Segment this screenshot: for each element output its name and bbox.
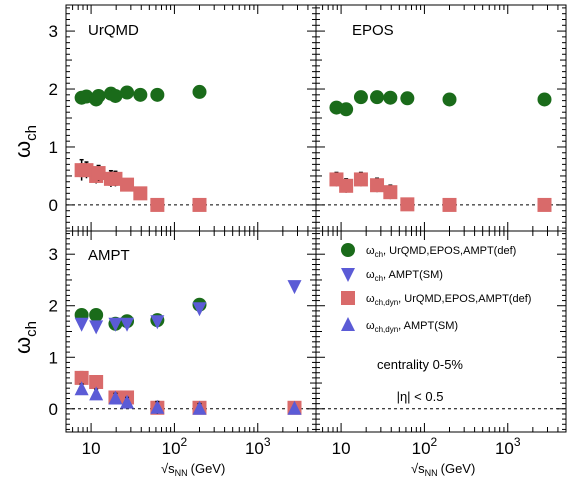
data-point-square	[108, 171, 123, 186]
y-axis-symbol-top: ω	[10, 141, 35, 158]
x-tick-label: 103	[245, 435, 271, 458]
data-point-triangle-up	[108, 390, 123, 405]
x-tick-label: 102	[162, 435, 188, 458]
legend-entry-label: ωch,dyn, AMPT(SM)	[366, 320, 458, 334]
data-point-triangle-up	[89, 386, 104, 401]
data-point-circle	[353, 90, 368, 105]
x-axis-unit-left: (GeV)	[191, 461, 226, 476]
data-point-square	[370, 178, 385, 193]
data-point-square	[91, 166, 106, 181]
data-point-circle	[108, 88, 123, 103]
x-axis-sqrt-right: √s	[411, 461, 425, 476]
y-axis-title-top: ωch	[10, 125, 40, 158]
data-point-triangle-down	[192, 302, 207, 317]
data-point-triangle-down	[108, 317, 123, 332]
data-point-square	[383, 185, 398, 200]
x-axis-sub-left: NN	[175, 468, 188, 478]
y-tick-label: 3	[49, 245, 58, 264]
x-tick-label: 10	[82, 439, 101, 458]
y-tick-label: 2	[49, 80, 58, 99]
data-point-triangle-down	[89, 320, 104, 335]
data-point-triangle-up	[287, 400, 302, 415]
legend-marker-triangle-up	[341, 317, 355, 331]
data-point-circle	[400, 91, 415, 106]
legend-marker-triangle-down	[341, 268, 355, 282]
legend-entry-label: ωch, UrQMD,EPOS,AMPT(def)	[366, 245, 516, 259]
y-tick-label: 0	[49, 196, 58, 215]
data-point-circle	[442, 92, 457, 107]
panel-label-ampt: AMPT	[88, 247, 130, 264]
data-point-circle	[120, 85, 135, 100]
data-point-triangle-up	[150, 399, 165, 414]
data-point-square	[537, 197, 552, 212]
data-point-square	[150, 197, 165, 212]
y-tick-label: 1	[49, 138, 58, 157]
x-tick-label: 102	[412, 435, 438, 458]
data-point-circle	[370, 90, 385, 105]
x-tick-label: 103	[495, 435, 521, 458]
y-axis-sub-bottom: ch	[23, 321, 40, 337]
legend-entry-label: ωch,dyn, UrQMD,EPOS,AMPT(def)	[366, 293, 531, 307]
data-point-square	[192, 197, 207, 212]
y-tick-label: 0	[49, 400, 58, 419]
legend-marker-square	[341, 291, 355, 305]
x-axis-sub-right: NN	[425, 468, 438, 478]
legend: ωch, UrQMD,EPOS,AMPT(def) ωch, AMPT(SM) ωc…	[341, 243, 531, 404]
data-point-square	[442, 197, 457, 212]
y-tick-label: 2	[49, 297, 58, 316]
data-point-triangle-down	[74, 317, 89, 332]
y-tick-label: 3	[49, 22, 58, 41]
panel-label-epos: EPOS	[352, 22, 394, 39]
y-axis-title-bottom: ωch	[10, 321, 40, 354]
data-point-circle	[89, 308, 104, 323]
data-point-triangle-up	[192, 400, 207, 415]
data-point-square	[353, 172, 368, 187]
centrality-note: centrality 0-5%	[377, 357, 463, 372]
x-tick-label: 10	[332, 439, 351, 458]
data-point-circle	[339, 102, 354, 117]
data-point-triangle-up	[74, 381, 89, 396]
data-point-triangle-down	[150, 315, 165, 330]
data-point-triangle-up	[120, 394, 135, 409]
y-axis-sub-top: ch	[23, 125, 40, 141]
y-tick-label: 1	[49, 348, 58, 367]
data-point-square	[400, 197, 415, 212]
legend-marker-circle	[341, 243, 355, 257]
y-axis-symbol-bottom: ω	[10, 337, 35, 354]
axis-ticks: 0 1 2 3 0 1 2 3 10 102 103 10 102 103	[49, 5, 567, 458]
data-point-square	[339, 178, 354, 193]
data-point-triangle-down	[287, 280, 302, 295]
data-point-circle	[150, 87, 165, 102]
data-point-circle	[91, 88, 106, 103]
data-point-circle	[537, 92, 552, 107]
data-marks	[74, 84, 552, 415]
data-point-circle	[383, 90, 398, 105]
data-point-square	[89, 375, 104, 390]
panel-label-urqmd: UrQMD	[88, 22, 139, 39]
x-axis-title-right: √sNN (GeV)	[411, 461, 475, 478]
data-point-square	[120, 177, 135, 192]
x-axis-title-left: √sNN (GeV)	[161, 461, 225, 478]
data-point-circle	[133, 87, 148, 102]
data-point-triangle-down	[120, 317, 135, 332]
data-point-square	[133, 186, 148, 201]
legend-entry-label: ωch, AMPT(SM)	[366, 269, 443, 283]
eta-cut-note: |η| < 0.5	[397, 389, 444, 404]
data-point-square	[74, 370, 89, 385]
x-axis-sqrt-left: √s	[161, 461, 175, 476]
x-axis-unit-right: (GeV)	[441, 461, 476, 476]
data-point-circle	[192, 84, 207, 99]
